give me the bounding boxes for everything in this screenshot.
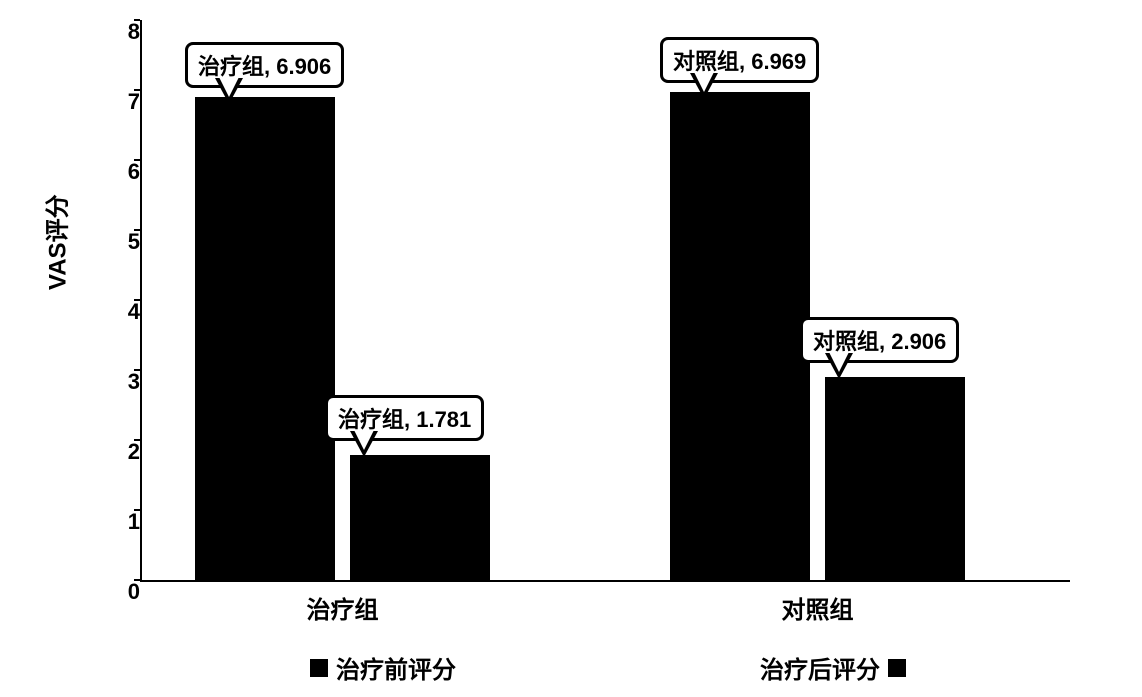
y-axis-label: VAS评分	[38, 194, 73, 290]
bar	[350, 455, 490, 580]
y-tick-label: 5	[110, 229, 140, 255]
callout-tail	[350, 431, 378, 457]
plot-area: 治疗组, 6.906 治疗组, 1.781 对照组, 6.969 对照组, 2.906	[140, 20, 1070, 580]
legend-swatch	[888, 659, 906, 677]
data-callout: 对照组, 2.906	[800, 317, 959, 363]
vas-bar-chart: VAS评分 012345678 治疗组, 6.906治疗组, 1.781对照组,…	[50, 10, 1100, 690]
data-callout: 对照组, 6.969	[660, 37, 819, 83]
y-tick-label: 1	[110, 509, 140, 535]
y-tick-label: 0	[110, 579, 140, 605]
y-tick-label: 6	[110, 159, 140, 185]
bar	[825, 377, 965, 580]
x-tick-label: 对照组	[782, 590, 854, 625]
legend-label: 治疗前评分	[336, 650, 456, 685]
bar	[670, 92, 810, 580]
y-tick-label: 2	[110, 439, 140, 465]
legend-label: 治疗后评分	[760, 650, 880, 685]
y-tick-label: 7	[110, 89, 140, 115]
data-callout: 治疗组, 1.781	[325, 395, 484, 441]
y-tick-label: 3	[110, 369, 140, 395]
data-callout: 治疗组, 6.906	[185, 42, 344, 88]
legend-item: 治疗前评分	[310, 650, 456, 685]
legend-item: 治疗后评分	[760, 650, 906, 685]
y-tick-label: 4	[110, 299, 140, 325]
y-tick-label: 8	[110, 19, 140, 45]
legend-swatch	[310, 659, 328, 677]
callout-tail	[215, 78, 243, 104]
x-tick-label: 治疗组	[307, 590, 379, 625]
callout-tail	[690, 73, 718, 99]
callout-tail	[825, 353, 853, 379]
x-axis-line	[140, 580, 1070, 582]
bar	[195, 97, 335, 580]
